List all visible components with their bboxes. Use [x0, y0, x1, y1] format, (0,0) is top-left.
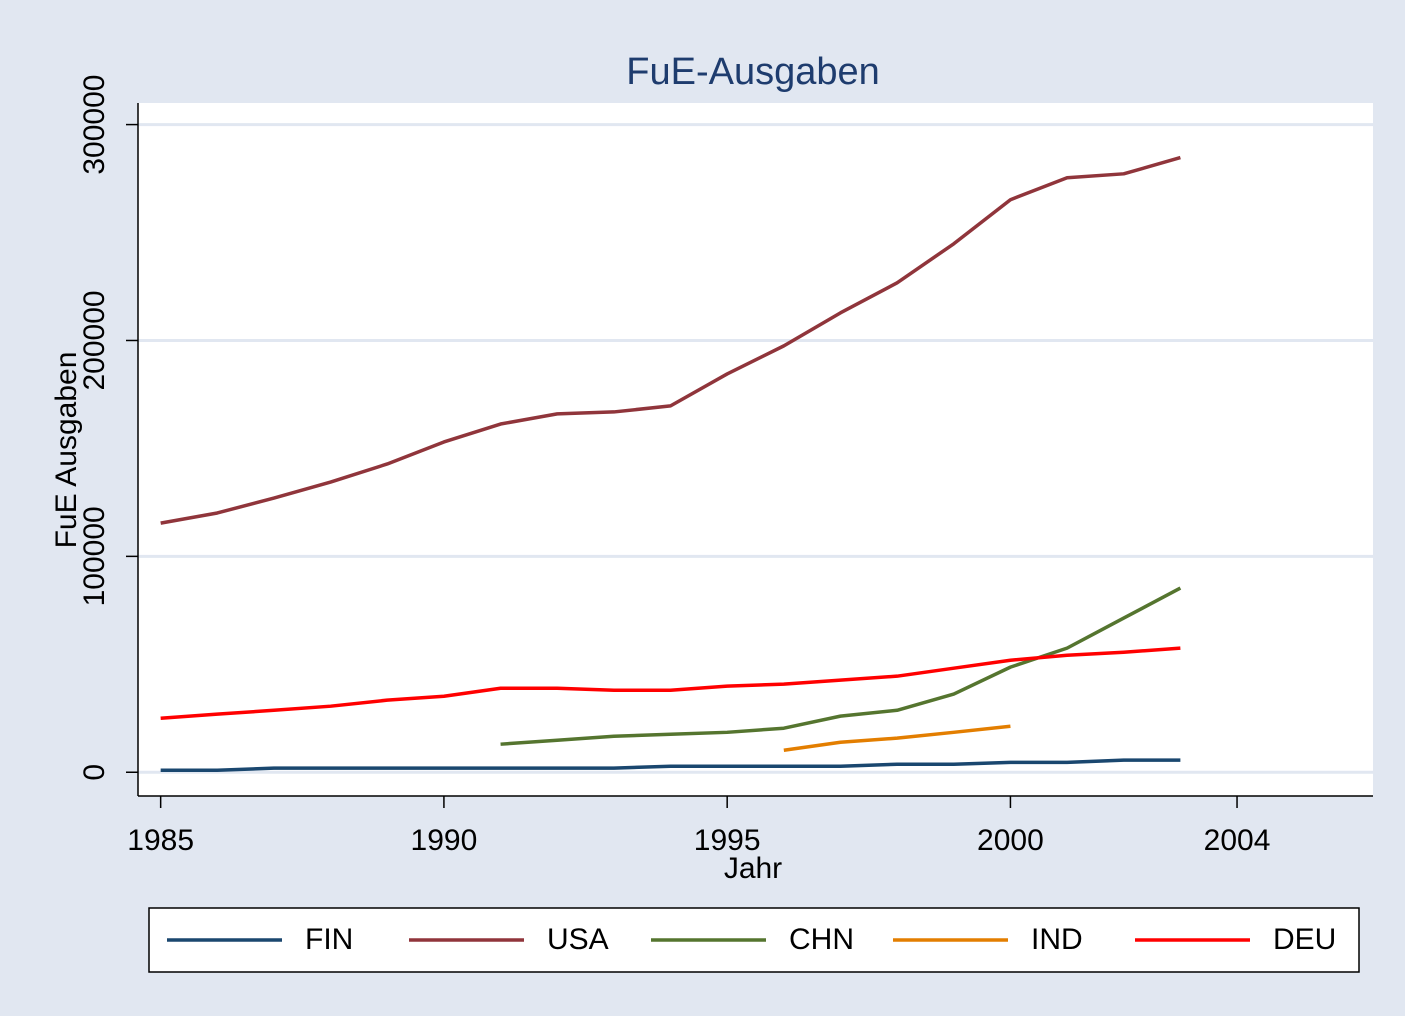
x-tick-label: 1985: [127, 824, 194, 857]
y-tick-label: 0: [78, 764, 111, 781]
x-tick-label: 2004: [1204, 824, 1271, 857]
x-tick-label: 1990: [411, 824, 478, 857]
series-line: [160, 758, 1181, 773]
y-tick-label: 300000: [78, 75, 111, 175]
y-tick-label: 100000: [78, 506, 111, 606]
x-tick-label: 2000: [977, 824, 1044, 857]
y-axis-title: FuE Ausgaben: [50, 352, 83, 549]
plot-area: [138, 103, 1373, 796]
series-line: [500, 586, 1182, 746]
series-line: [160, 155, 1181, 525]
chart-title: FuE-Ausgaben: [626, 51, 880, 93]
x-axis-title: Jahr: [724, 852, 782, 885]
y-tick-label: 200000: [78, 290, 111, 390]
legend-label: DEU: [1273, 923, 1336, 956]
series-line: [160, 646, 1181, 721]
x-tick-label: 1995: [694, 824, 761, 857]
series-line: [783, 724, 1011, 752]
legend-label: FIN: [305, 923, 353, 956]
legend-label: IND: [1031, 923, 1083, 956]
legend-label: CHN: [789, 923, 854, 956]
legend-label: USA: [547, 923, 609, 956]
